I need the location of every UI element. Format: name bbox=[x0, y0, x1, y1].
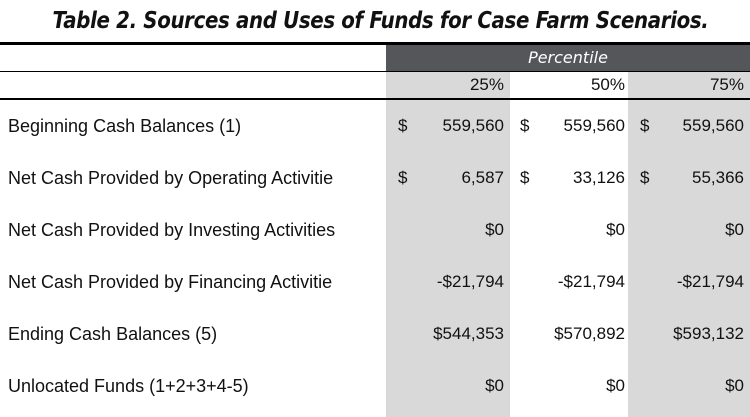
row-label: Net Cash Provided by Operating Activitie bbox=[8, 168, 334, 188]
cell-75: $0 bbox=[640, 360, 744, 412]
shaded-column-75 bbox=[628, 71, 750, 417]
amount: 33,126 bbox=[573, 168, 625, 187]
row-label: Net Cash Provided by Investing Activitie… bbox=[8, 220, 336, 240]
cell-50: $0 bbox=[520, 360, 625, 412]
amount: 559,560 bbox=[563, 116, 625, 135]
cell-25: $0 bbox=[398, 360, 504, 412]
amount: $0 bbox=[606, 220, 625, 239]
table-title: Table 2. Sources and Uses of Funds for C… bbox=[52, 8, 709, 34]
cell-75: $ 559,560 bbox=[640, 100, 744, 152]
amount: -$21,794 bbox=[436, 272, 504, 291]
currency-sign: $ bbox=[520, 116, 530, 135]
currency-sign: $ bbox=[640, 116, 650, 135]
row-ending-cash: Ending Cash Balances (5) $544,353 $570,8… bbox=[0, 308, 750, 360]
cell-25: $ 6,587 bbox=[398, 152, 504, 204]
cell-25: $ 559,560 bbox=[398, 100, 504, 152]
header-rule bbox=[0, 98, 750, 100]
amount: $0 bbox=[725, 220, 744, 239]
amount: $593,132 bbox=[673, 324, 744, 343]
cell-50: $570,892 bbox=[520, 308, 625, 360]
column-header-75: 75% bbox=[709, 75, 744, 94]
cell-25: $0 bbox=[398, 204, 504, 256]
row-label: Unlocated Funds (1+2+3+4-5) bbox=[8, 376, 249, 396]
column-header-25: 25% bbox=[469, 75, 504, 94]
row-label: Net Cash Provided by Financing Activitie bbox=[8, 272, 333, 292]
percentile-header: Percentile bbox=[386, 45, 750, 71]
row-operating-activities: Net Cash Provided by Operating Activitie… bbox=[0, 152, 750, 204]
title-rule bbox=[0, 42, 750, 45]
amount: 6,587 bbox=[461, 168, 504, 187]
cell-75: $593,132 bbox=[640, 308, 744, 360]
shaded-column-25 bbox=[386, 71, 510, 417]
amount: 559,560 bbox=[682, 116, 744, 135]
amount: 559,560 bbox=[442, 116, 504, 135]
amount: $570,892 bbox=[554, 324, 625, 343]
amount: -$21,794 bbox=[557, 272, 625, 291]
row-unlocated-funds: Unlocated Funds (1+2+3+4-5) $0 $0 $0 bbox=[0, 360, 750, 412]
column-header-50: 50% bbox=[590, 75, 625, 94]
amount: $0 bbox=[485, 220, 504, 239]
amount: 55,366 bbox=[692, 168, 744, 187]
amount: $544,353 bbox=[433, 324, 504, 343]
cell-75: $ 55,366 bbox=[640, 152, 744, 204]
row-financing-activities: Net Cash Provided by Financing Activitie… bbox=[0, 256, 750, 308]
row-beginning-cash: Beginning Cash Balances (1) $ 559,560 $ … bbox=[0, 100, 750, 152]
cell-75: -$21,794 bbox=[640, 256, 744, 308]
currency-sign: $ bbox=[640, 168, 650, 187]
currency-sign: $ bbox=[398, 116, 408, 135]
cell-50: -$21,794 bbox=[520, 256, 625, 308]
row-investing-activities: Net Cash Provided by Investing Activitie… bbox=[0, 204, 750, 256]
currency-sign: $ bbox=[398, 168, 408, 187]
row-label: Beginning Cash Balances (1) bbox=[8, 116, 242, 136]
amount: -$21,794 bbox=[676, 272, 744, 291]
cell-50: $ 33,126 bbox=[520, 152, 625, 204]
cell-25: -$21,794 bbox=[398, 256, 504, 308]
row-label: Ending Cash Balances (5) bbox=[8, 324, 218, 344]
header-divider bbox=[0, 71, 750, 72]
amount: $0 bbox=[606, 376, 625, 395]
cell-75: $0 bbox=[640, 204, 744, 256]
amount: $0 bbox=[725, 376, 744, 395]
currency-sign: $ bbox=[520, 168, 530, 187]
cell-25: $544,353 bbox=[398, 308, 504, 360]
cell-50: $0 bbox=[520, 204, 625, 256]
cell-50: $ 559,560 bbox=[520, 100, 625, 152]
amount: $0 bbox=[485, 376, 504, 395]
